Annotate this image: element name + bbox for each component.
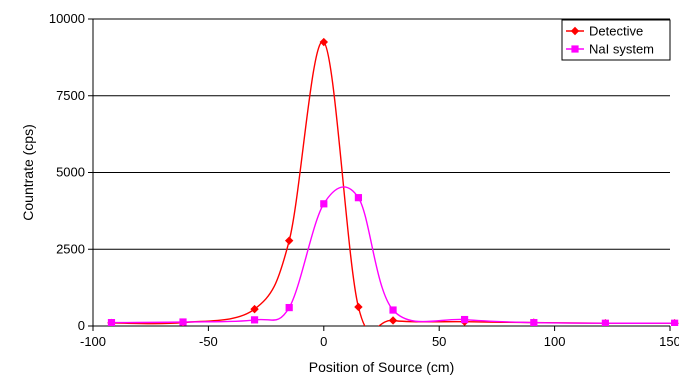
y-tick-label: 10000 xyxy=(49,11,85,26)
x-axis-title: Position of Source (cm) xyxy=(309,359,455,375)
legend-swatch-marker xyxy=(570,26,580,36)
series-line-detective xyxy=(111,41,675,326)
data-point xyxy=(601,319,609,326)
data-point xyxy=(460,315,469,324)
series-nai-system xyxy=(107,186,679,326)
y-tick-label: 0 xyxy=(78,318,85,333)
data-point xyxy=(389,306,397,314)
data-point xyxy=(530,319,538,326)
legend: Detective NaI system xyxy=(561,19,671,61)
legend-label: NaI system xyxy=(589,42,654,57)
data-point xyxy=(179,318,187,326)
x-axis-tick-labels: -100 -50 0 50 100 150 xyxy=(80,334,679,349)
data-point xyxy=(671,319,679,326)
legend-label: Detective xyxy=(589,24,643,39)
legend-box xyxy=(561,19,671,61)
x-tick-label: 150 xyxy=(659,334,679,349)
data-point xyxy=(320,200,328,208)
y-tick-label: 7500 xyxy=(56,88,85,103)
y-tick-label: 5000 xyxy=(56,165,85,180)
plot-area xyxy=(107,37,679,326)
x-tick-label: 100 xyxy=(544,334,566,349)
data-point xyxy=(319,37,328,47)
data-point xyxy=(354,194,363,202)
data-point xyxy=(284,236,294,245)
legend-swatch-marker xyxy=(571,45,579,53)
x-tick-label: 0 xyxy=(320,334,327,349)
data-point xyxy=(250,304,259,314)
x-tick-label: 50 xyxy=(432,334,446,349)
data-point xyxy=(354,302,363,312)
data-point xyxy=(285,303,293,312)
series-line-nai-system xyxy=(111,186,675,324)
data-point xyxy=(250,316,259,324)
y-tick-label: 2500 xyxy=(56,241,85,256)
grid-lines xyxy=(93,18,670,250)
y-axis-tick-labels: 0 2500 5000 7500 10000 xyxy=(49,11,85,333)
axes xyxy=(88,18,671,331)
series-detective xyxy=(107,37,679,326)
data-point xyxy=(388,316,398,325)
x-tick-label: -50 xyxy=(199,334,218,349)
data-point xyxy=(107,319,116,326)
y-axis-title: Countrate (cps) xyxy=(20,124,36,220)
x-tick-label: -100 xyxy=(80,334,106,349)
